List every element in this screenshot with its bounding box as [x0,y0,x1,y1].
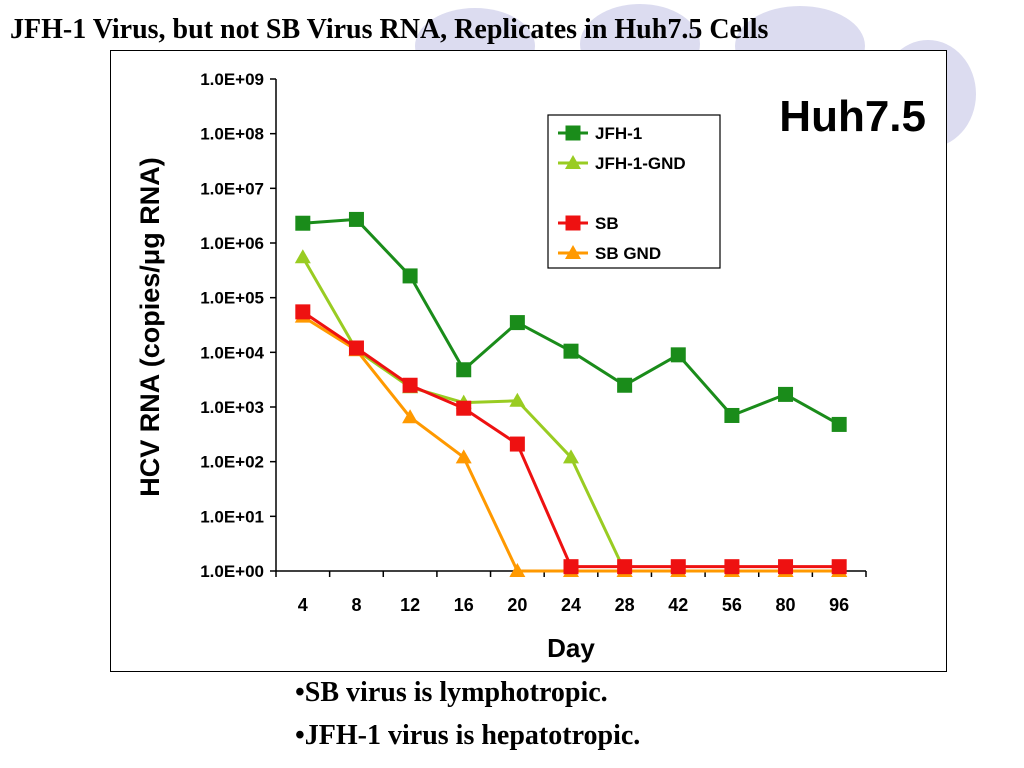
series-jfh-1-gnd [294,249,848,577]
legend-label: JFH-1 [595,124,642,143]
data-point [509,315,525,331]
data-point [348,211,364,227]
data-point [348,340,364,356]
chart-frame: 1.0E+00 1.0E+01 1.0E+02 1.0E+03 1.0E+04 1.0E+… [110,50,947,672]
data-point [831,416,847,432]
y-tick-label: 1.0E+01 [200,507,264,526]
legend-marker [565,245,581,259]
x-tick-label: 12 [400,595,420,615]
legend-marker [565,155,581,169]
legend-label: SB [595,214,619,233]
data-point [456,400,472,416]
hcv-rna-line-chart: 1.0E+00 1.0E+01 1.0E+02 1.0E+03 1.0E+04 1.0E+… [135,70,926,663]
data-point [724,559,740,575]
data-point [563,559,579,575]
legend-marker [565,215,581,231]
data-point [670,559,686,575]
bullet-jfh1: •JFH-1 virus is hepatotropic. [295,720,641,751]
data-point [617,559,633,575]
data-point [402,377,418,393]
data-point [778,559,794,575]
series-sb [295,304,847,575]
x-tick-label: 8 [351,595,361,615]
data-point [724,407,740,423]
data-point [402,268,418,284]
x-tick-label: 28 [615,595,635,615]
data-point [509,392,526,407]
data-point [294,249,311,264]
data-point [563,449,579,464]
data-point [295,215,311,231]
data-point [295,304,311,320]
data-point [778,386,794,402]
y-tick-label: 1.0E+09 [200,70,264,89]
series-jfh-1 [295,211,847,432]
x-tick-label: 56 [722,595,742,615]
bullet-sb: •SB virus is lymphotropic. [295,677,608,708]
x-tick-label: 24 [561,595,581,615]
data-point [509,436,525,452]
data-point [670,347,686,363]
legend-item: SB GND [558,244,661,263]
legend-marker [565,125,581,141]
chart-annotation: Huh7.5 [779,92,926,141]
x-tick-label: 80 [776,595,796,615]
data-point [563,343,579,359]
data-point [617,377,633,393]
y-tick-labels: 1.0E+00 1.0E+01 1.0E+02 1.0E+03 1.0E+04 1.0E+… [200,70,264,581]
legend-item: JFH-1-GND [558,154,686,173]
legend-item: JFH-1 [558,124,642,143]
x-tick-label: 96 [829,595,849,615]
data-point [831,559,847,575]
legend-item: SB [558,214,619,233]
y-tick-label: 1.0E+04 [200,343,264,362]
data-point [455,449,472,464]
slide-title: JFH-1 Virus, but not SB Virus RNA, Repli… [10,14,769,45]
y-tick-label: 1.0E+03 [200,398,264,417]
data-point [402,409,419,424]
x-tick-label: 4 [298,595,308,615]
y-tick-label: 1.0E+06 [200,234,264,253]
x-axis-label: Day [547,633,595,663]
y-tick-label: 1.0E+00 [200,562,264,581]
series-layer [294,211,848,577]
legend-label: JFH-1-GND [595,154,686,173]
data-point [456,362,472,378]
y-tick-label: 1.0E+08 [200,125,264,144]
y-tick-label: 1.0E+07 [200,179,264,198]
x-tick-label: 42 [668,595,688,615]
x-tick-label: 16 [454,595,474,615]
y-tick-label: 1.0E+02 [200,453,264,472]
x-tick-label: 20 [507,595,527,615]
y-axis-label: HCV RNA (copies/μg RNA) [135,157,165,497]
y-tick-label: 1.0E+05 [200,289,264,308]
x-tick-labels: 4 8 12 16 20 24 28 42 56 80 96 [298,595,849,615]
legend-label: SB GND [595,244,661,263]
data-point [509,563,526,577]
series-line [301,256,840,573]
chart-legend: JFH-1 JFH-1-GND SB SB GND [547,114,721,269]
